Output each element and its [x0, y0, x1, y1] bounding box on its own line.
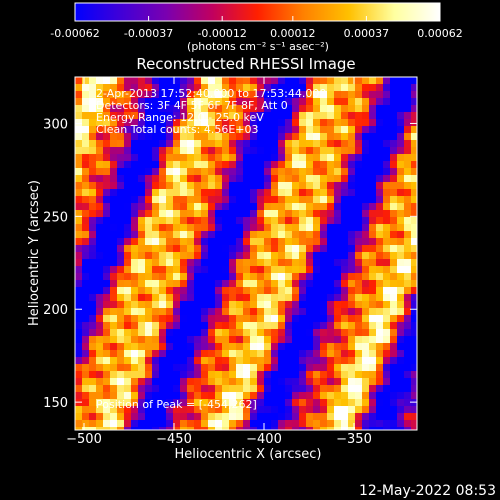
- annotation-energy-range: Energy Range: 12.0 - 25.0 keV: [96, 111, 264, 124]
- colorbar-ticks: -0.00062 -0.00037 -0.00012 0.00012 0.00037 0.…: [50, 16, 463, 40]
- heatmap-image: [75, 77, 417, 430]
- annotation-time-range: 2-Apr-2013 17:52:40.000 to 17:53:44.000: [96, 87, 326, 100]
- y-tick-label: 250: [43, 210, 68, 225]
- y-tick-label: 150: [43, 396, 68, 411]
- footer-timestamp: 12-May-2022 08:53: [359, 483, 496, 499]
- colorbar-tick-label: 0.00037: [344, 27, 390, 40]
- colorbar-tick-label: -0.00062: [50, 27, 99, 40]
- x-tick-label: −450: [156, 432, 192, 447]
- y-axis-label: Heliocentric Y (arcsec): [27, 180, 42, 326]
- chart-title: Reconstructed RHESSI Image: [136, 55, 355, 73]
- colorbar: [74, 2, 441, 22]
- colorbar-units: (photons cm⁻² s⁻¹ asec⁻²): [187, 40, 329, 53]
- colorbar-tick-label: 0.00062: [417, 27, 463, 40]
- x-axis-label: Heliocentric X (arcsec): [175, 447, 322, 462]
- peak-position-label: Position of Peak = [-454,262]: [96, 398, 257, 411]
- x-tick-label: −400: [246, 432, 282, 447]
- x-tick-label: −350: [336, 432, 372, 447]
- y-tick-label: 200: [43, 303, 68, 318]
- axis-ticks: −500 −450 −400 −350 150 200 250 300: [43, 77, 417, 447]
- y-tick-label: 300: [43, 117, 68, 132]
- colorbar-tick-label: -0.00037: [124, 27, 173, 40]
- colorbar-tick-label: 0.00012: [270, 27, 316, 40]
- annotation-detectors: Detectors: 3F 4F 5F 6F 7F 8F, Att 0: [96, 99, 288, 112]
- colorbar-tick-label: -0.00012: [197, 27, 246, 40]
- annotation-clean-counts: Clean Total counts: 4.56E+03: [96, 123, 259, 136]
- x-tick-label: −500: [66, 432, 102, 447]
- plot-frame: [74, 76, 418, 431]
